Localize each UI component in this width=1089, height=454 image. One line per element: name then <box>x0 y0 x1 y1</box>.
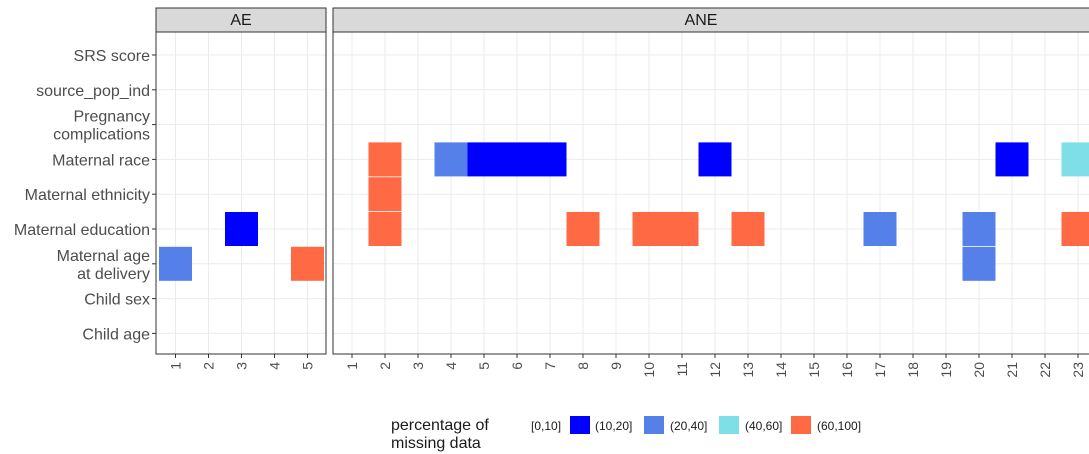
x-tick-label-ane-19: 19 <box>938 362 954 378</box>
cell-ane-x2-maternal-ethnicity <box>368 177 402 212</box>
x-tick-label-ane-9: 9 <box>608 362 624 370</box>
y-tick-label-pregnancy-complications: Pregnancy complications <box>53 109 150 144</box>
legend-item-10-20: (10,20] <box>595 416 664 434</box>
cell-ane-x5-maternal-race <box>467 142 501 177</box>
legend-swatch <box>570 416 590 434</box>
cell-ane-x10-maternal-education <box>632 212 666 246</box>
cell-ane-x20-maternal-age-at-delivery <box>962 246 996 281</box>
y-tick-label-maternal-education: Maternal education <box>14 222 150 239</box>
legend-item-60-100: (60,100] <box>817 419 861 433</box>
legend-swatch <box>644 416 664 434</box>
legend-item-40-60: (40,60] <box>745 416 811 434</box>
cell-ane-x23-maternal-education <box>1061 212 1089 246</box>
x-tick-label-ane-2: 2 <box>377 362 393 370</box>
legend-label: (60,100] <box>817 419 861 433</box>
x-tick-label-ane-3: 3 <box>410 362 426 370</box>
y-axis: SRS score source_pop_ind Pregnancy complica… <box>14 48 156 343</box>
legend-item-20-40: (20,40] <box>670 416 739 434</box>
x-tick-label-ane-5: 5 <box>476 362 492 370</box>
strip-ane <box>332 7 1089 33</box>
x-tick-label-ane-17: 17 <box>872 362 888 378</box>
legend-title: percentage of missing data <box>391 417 489 452</box>
x-tick-label-ae-3: 3 <box>234 362 250 370</box>
x-tick-label-ane-21: 21 <box>1004 362 1020 378</box>
cell-ane-x23-maternal-race <box>1061 142 1089 177</box>
x-tick-label-ane-15: 15 <box>806 362 822 378</box>
cell-ae-x1-maternal-age-at-delivery <box>159 246 192 281</box>
x-tick-label-ane-22: 22 <box>1037 362 1053 378</box>
cell-ae-x3-maternal-education <box>225 212 258 246</box>
x-tick-label-ae-4: 4 <box>267 362 283 370</box>
x-tick-label-ane-4: 4 <box>443 362 459 370</box>
x-tick-label-ane-20: 20 <box>971 362 987 378</box>
x-tick-label-ae-2: 2 <box>201 362 217 370</box>
panel-border-ane <box>332 31 1089 355</box>
x-tick-label-ane-12: 12 <box>707 362 723 378</box>
legend-swatch <box>719 416 739 434</box>
x-tick-label-ane-14: 14 <box>773 362 789 378</box>
y-tick-label-maternal-age-at-delivery: Maternal age at delivery <box>57 248 150 283</box>
y-tick-label-srs-score: SRS score <box>74 48 151 65</box>
x-tick-label-ane-8: 8 <box>575 362 591 370</box>
cell-ane-x11-maternal-education <box>665 212 699 246</box>
cell-ane-x7-maternal-race <box>533 142 567 177</box>
strip-ae <box>155 7 327 33</box>
cell-ane-x2-maternal-education <box>368 212 402 246</box>
y-tick-label-maternal-race: Maternal race <box>52 152 150 169</box>
x-tick-label-ane-7: 7 <box>542 362 558 370</box>
strip-label-ae: AE <box>230 12 251 29</box>
panel-ae: AE 1 2 3 4 5 <box>155 7 327 370</box>
x-tick-label-ane-13: 13 <box>740 362 756 378</box>
cell-ane-x20-maternal-education <box>962 212 996 246</box>
x-tick-label-ae-5: 5 <box>300 362 316 370</box>
legend-label: [0,10] <box>531 419 561 433</box>
y-tick-label-child-sex: Child sex <box>84 292 150 309</box>
cell-ane-x17-maternal-education <box>863 212 897 246</box>
cell-ae-x5-maternal-age-at-delivery <box>291 246 324 281</box>
legend-item-0-10: [0,10] <box>531 416 590 434</box>
cell-ane-x12-maternal-race <box>698 142 732 177</box>
cell-ane-x13-maternal-education <box>731 212 765 246</box>
x-tick-label-ane-6: 6 <box>509 362 525 370</box>
cell-ane-x8-maternal-education <box>566 212 600 246</box>
x-tick-label-ane-11: 11 <box>674 362 690 377</box>
x-tick-label-ane-1: 1 <box>344 362 360 370</box>
x-tick-label-ane-18: 18 <box>905 362 921 378</box>
legend-swatch <box>791 416 811 434</box>
cell-ane-x21-maternal-race <box>995 142 1029 177</box>
legend-label: (20,40] <box>670 419 707 433</box>
cell-ane-x2-maternal-race <box>368 142 402 177</box>
legend: percentage of missing data [0,10] (10,20] (2… <box>391 416 861 452</box>
cell-ane-x4-maternal-race <box>434 142 468 177</box>
x-tick-label-ane-16: 16 <box>839 362 855 378</box>
y-tick-label-maternal-ethnicity: Maternal ethnicity <box>25 187 150 204</box>
legend-label: (40,60] <box>745 419 782 433</box>
plot-area-ae <box>156 32 326 354</box>
legend-label: (10,20] <box>595 419 632 433</box>
strip-label-ane: ANE <box>685 12 718 29</box>
x-tick-label-ane-10: 10 <box>641 362 657 378</box>
plot-area-ane <box>333 32 1089 354</box>
y-tick-label-child-age: Child age <box>82 326 150 343</box>
x-tick-label-ane-23: 23 <box>1070 362 1086 378</box>
x-tick-label-ae-1: 1 <box>168 362 184 370</box>
cell-ane-x6-maternal-race <box>500 142 534 177</box>
y-tick-label-source-pop-ind: source_pop_ind <box>36 83 150 100</box>
